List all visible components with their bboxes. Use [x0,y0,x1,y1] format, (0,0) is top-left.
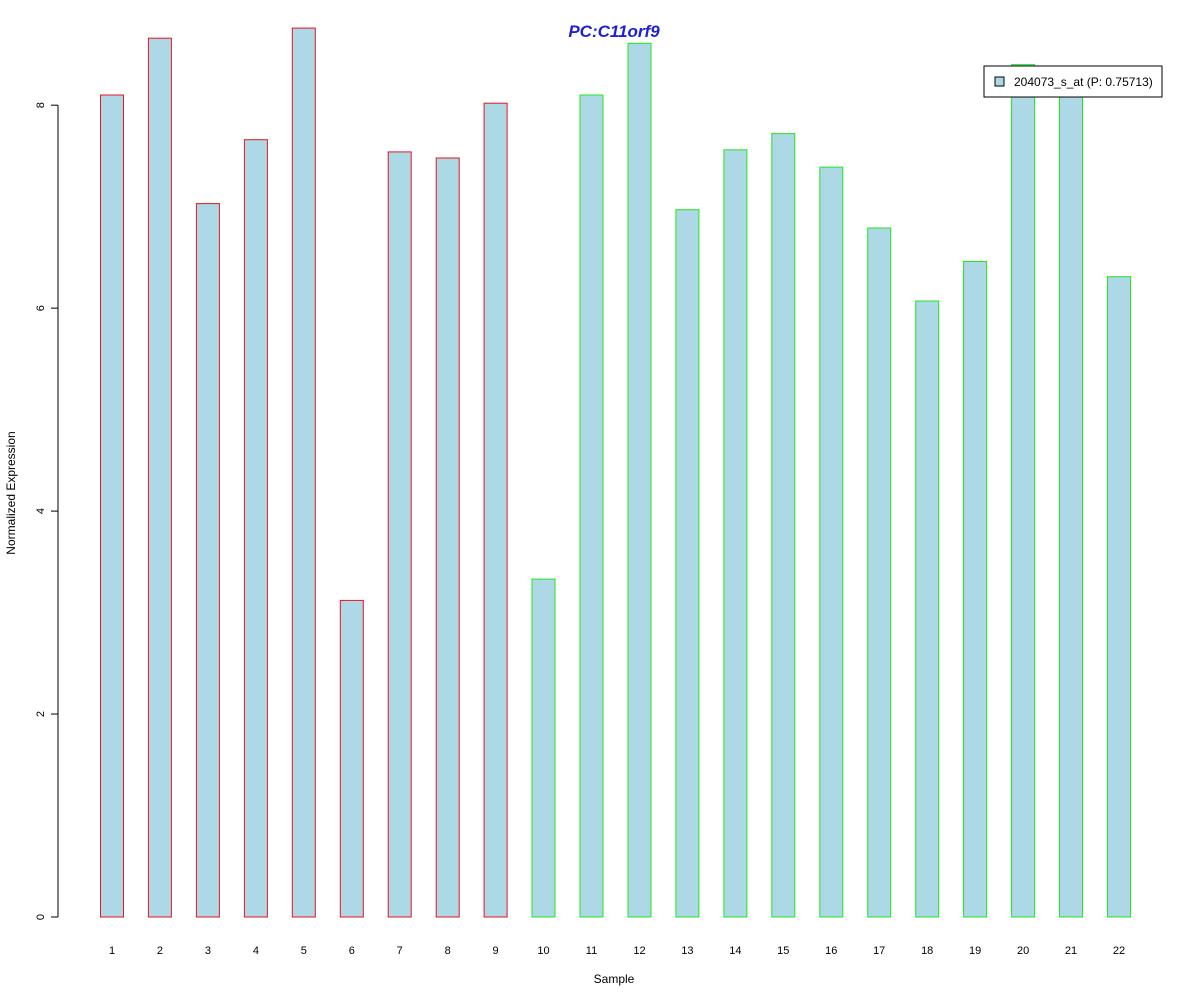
x-tick-label: 21 [1065,945,1077,957]
y-axis-label: Normalized Expression [4,431,18,554]
bar-series [100,27,1131,918]
x-tick-label: 7 [397,945,403,957]
x-tick-label: 15 [777,945,789,957]
x-tick-label: 8 [445,945,451,957]
bar-sample-22 [1107,276,1131,918]
x-tick-label: 14 [729,945,741,957]
x-tick-label: 19 [969,945,981,957]
x-tick-label: 3 [205,945,211,957]
y-axis: 0 2 4 6 8 [35,102,59,920]
chart-title: PC:C11orf9 [568,22,660,41]
bar-sample-18 [915,300,940,918]
y-tick-label: 0 [35,914,47,920]
bar-sample-14 [723,149,748,918]
bar-sample-16 [819,166,844,918]
legend-swatch [994,76,1005,87]
x-tick-label: 16 [825,945,837,957]
bar-sample-20 [1011,64,1036,918]
x-tick-label: 5 [301,945,307,957]
bar-sample-10 [531,578,556,918]
y-tick-label: 6 [35,305,47,311]
bar-sample-1 [100,94,124,918]
bar-sample-19 [963,261,988,918]
x-axis-label: Sample [594,972,635,986]
bar-sample-9 [483,102,508,918]
bar-sample-6 [339,599,364,918]
bar-sample-17 [867,227,892,918]
bar-sample-2 [147,37,172,918]
x-tick-label: 10 [537,945,549,957]
x-tick-label: 22 [1113,945,1125,957]
bar-sample-21 [1059,69,1083,918]
y-tick-label: 4 [35,508,47,514]
x-tick-label: 18 [921,945,933,957]
bar-sample-4 [243,139,268,918]
bar-sample-11 [579,94,604,918]
x-tick-label: 20 [1017,945,1029,957]
bar-sample-15 [771,133,796,918]
x-tick-label: 6 [349,945,355,957]
y-tick-label: 8 [35,102,47,108]
legend-box [983,65,1163,98]
bar-sample-8 [435,157,460,918]
y-tick-label: 2 [35,711,47,717]
x-tick-label: 2 [157,945,163,957]
bar-sample-3 [195,203,220,918]
x-tick-label: 9 [493,945,499,957]
legend-entry-label: 204073_s_at (P: 0.75713) [1014,75,1153,89]
x-tick-label: 13 [681,945,693,957]
bar-sample-7 [387,151,412,918]
x-tick-label: 17 [873,945,885,957]
x-tick-label: 1 [109,945,115,957]
x-tick-label: 12 [633,945,645,957]
legend: 204073_s_at (P: 0.75713) [983,65,1163,98]
x-tick-label: 4 [253,945,259,957]
x-axis-tick-labels: 1 2 3 4 5 6 7 8 9 10 11 12 13 14 15 16 17 18 19 20 21 22 [109,945,1125,957]
bar-sample-12 [627,42,652,918]
x-tick-label: 11 [586,945,597,957]
bar-sample-13 [675,209,700,918]
bar-sample-5 [291,27,316,918]
